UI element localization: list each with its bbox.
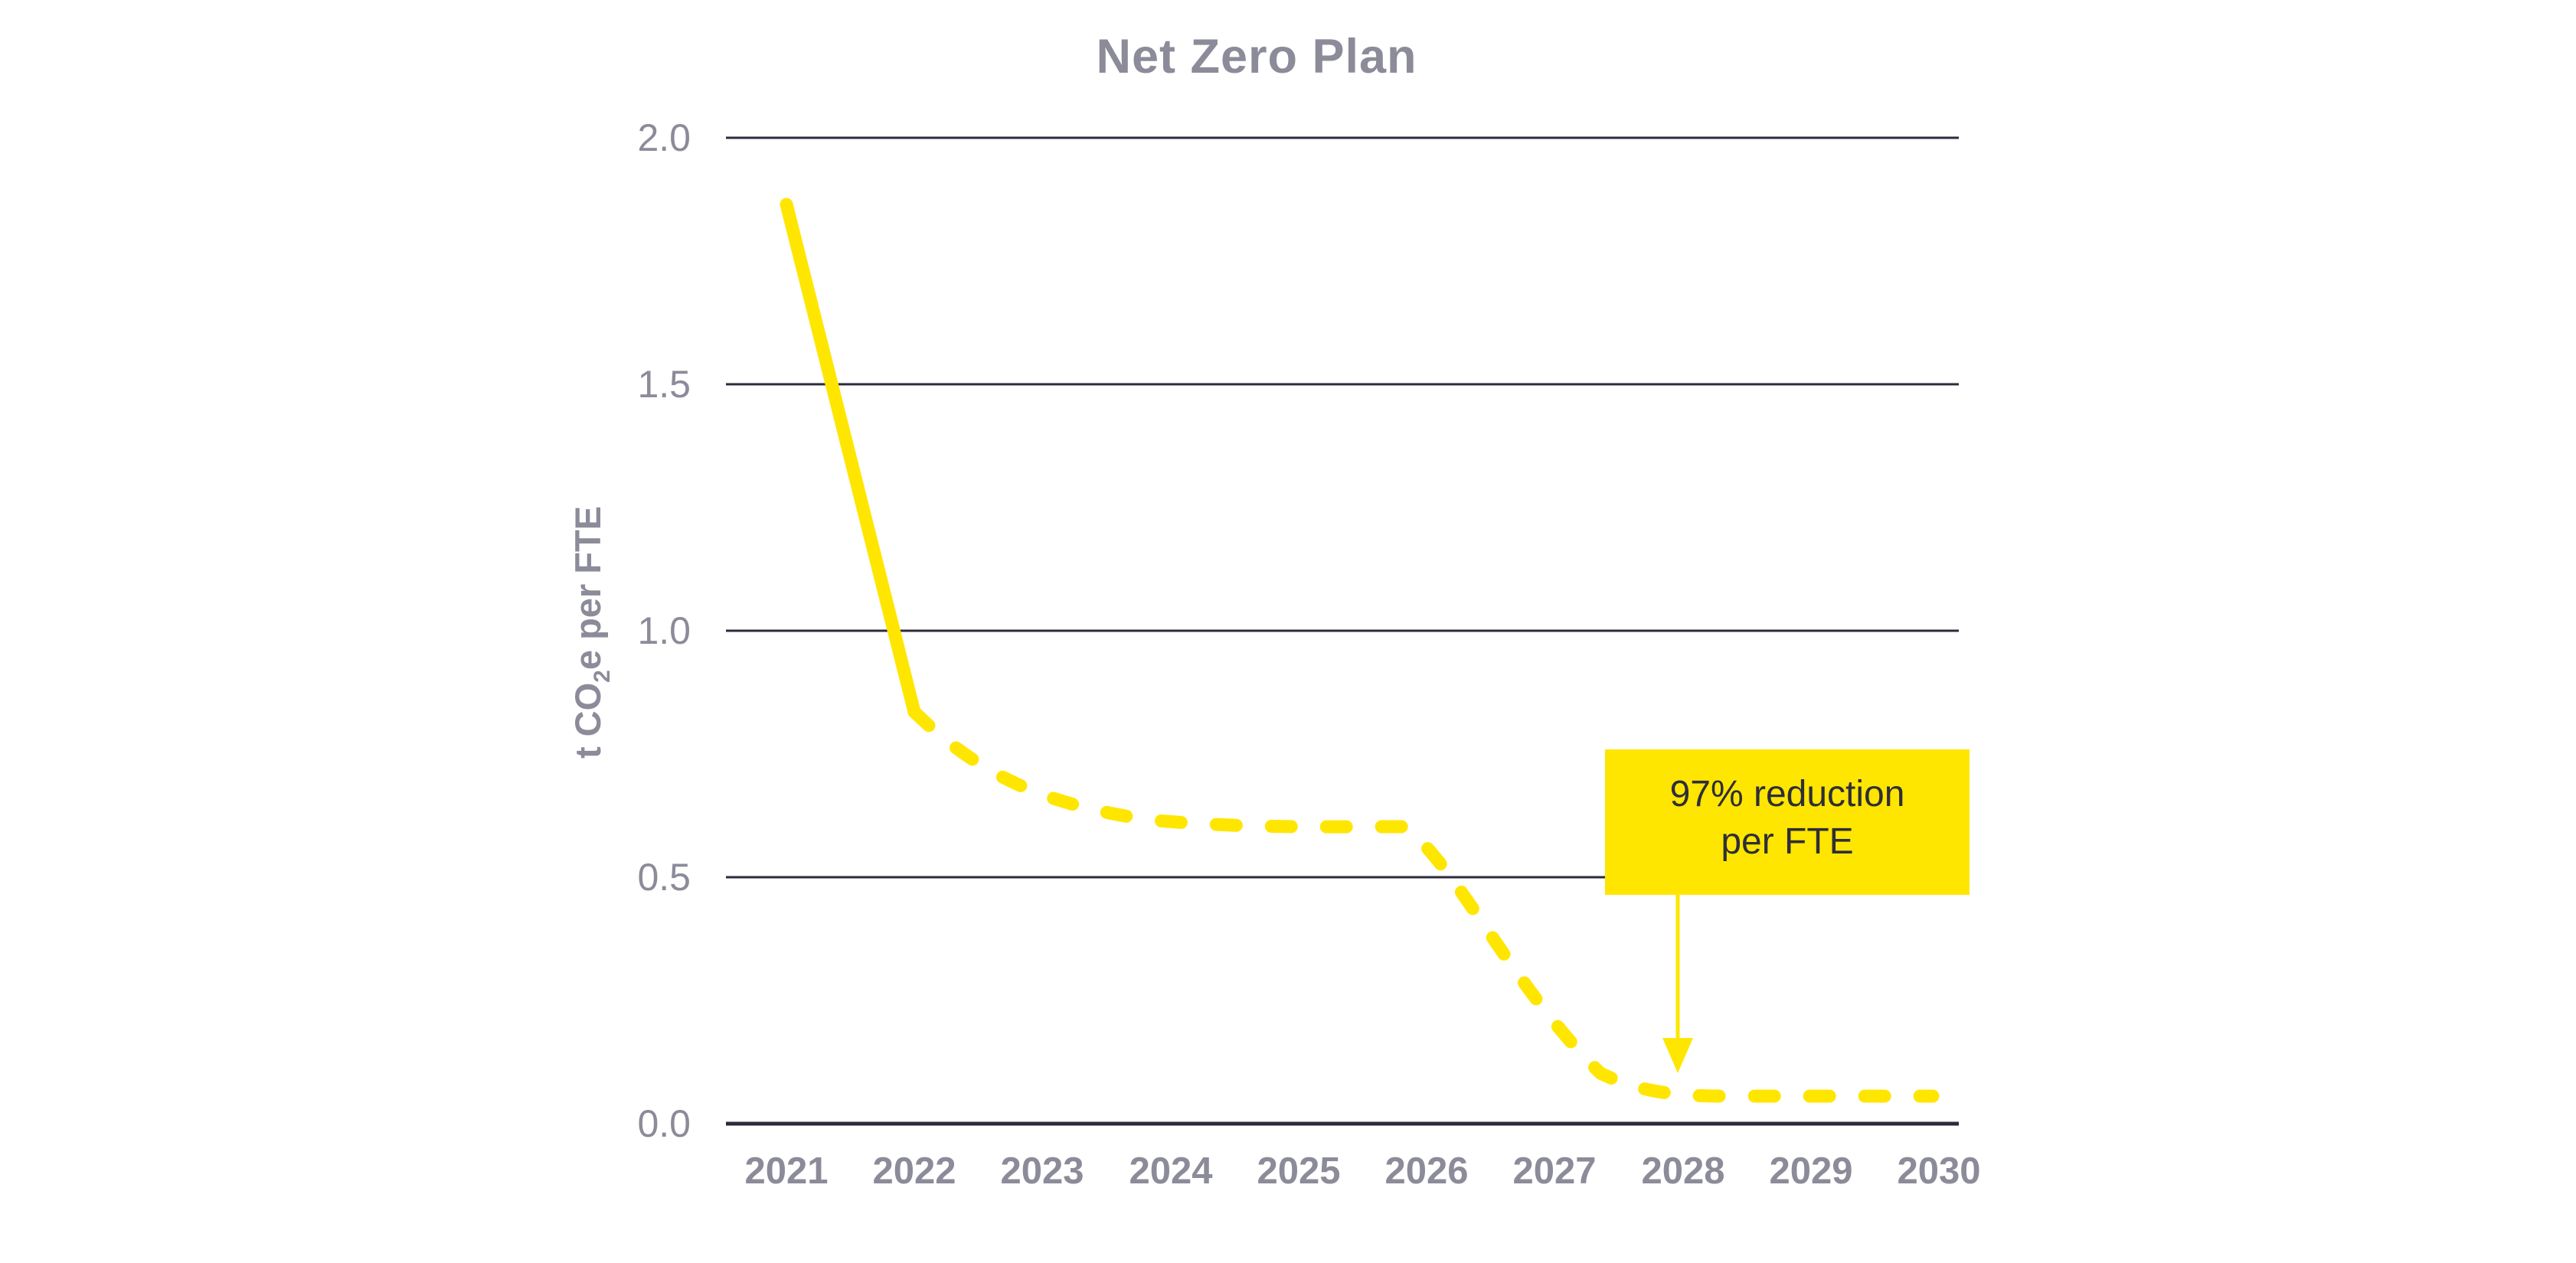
emissions-line-solid — [780, 197, 921, 719]
x-axis-tick-2030: 2030 — [1897, 1150, 1981, 1192]
y-axis-tick-0-0: 0.0 — [637, 1102, 691, 1145]
y-axis-tick-2-0: 2.0 — [637, 116, 691, 159]
x-axis-tick-2024: 2024 — [1129, 1150, 1213, 1192]
y-axis-tick-0-5: 0.5 — [637, 856, 691, 899]
x-axis-tick-2027: 2027 — [1512, 1150, 1597, 1192]
x-axis-tick-2025: 2025 — [1257, 1150, 1341, 1192]
x-axis-tick-2029: 2029 — [1769, 1150, 1853, 1192]
y-axis-title-subscript: 2 — [590, 670, 615, 683]
emissions-line-dashed — [907, 705, 1940, 1103]
x-axis-tick-2026: 2026 — [1384, 1150, 1469, 1192]
annotation-arrow-head-icon — [1662, 1038, 1693, 1073]
x-axis-tick-2021: 2021 — [744, 1150, 829, 1192]
annotation-box: 97% reduction per FTE — [1605, 749, 1970, 895]
y-axis-tick-1-0: 1.0 — [637, 609, 691, 652]
x-axis-tick-2022: 2022 — [872, 1150, 956, 1192]
y-axis-tick-1-5: 1.5 — [637, 363, 691, 406]
x-axis-tick-2028: 2028 — [1641, 1150, 1725, 1192]
x-axis-tick-2023: 2023 — [1000, 1150, 1084, 1192]
y-axis-title-prefix: t CO — [567, 682, 608, 759]
chart-title: Net Zero Plan — [1096, 30, 1417, 83]
annotation-text-line2: per FTE — [1721, 821, 1854, 862]
annotation-text-line1: 97% reduction — [1669, 774, 1905, 814]
